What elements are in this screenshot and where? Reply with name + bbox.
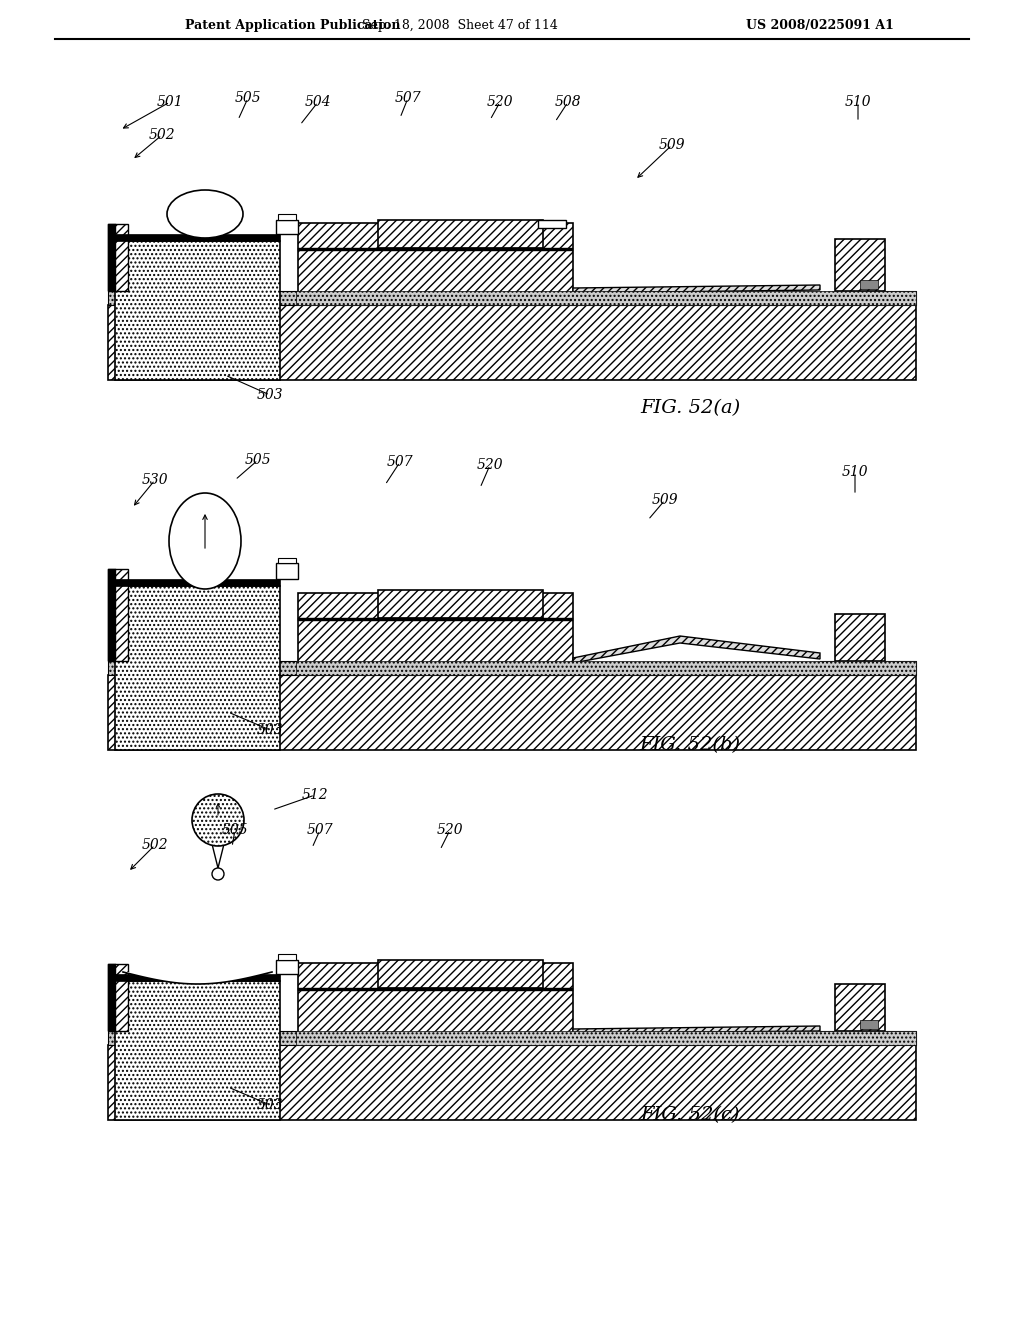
Text: 507: 507	[387, 455, 414, 469]
Text: 502: 502	[148, 128, 175, 143]
Circle shape	[212, 869, 224, 880]
Bar	[860, 1020, 878, 1030]
Ellipse shape	[169, 492, 241, 589]
Bar	[115, 242, 280, 380]
Bar	[108, 964, 116, 1031]
Bar	[298, 987, 573, 991]
Polygon shape	[123, 972, 272, 983]
Text: 507: 507	[394, 91, 421, 106]
Text: 520: 520	[477, 458, 504, 473]
Bar	[298, 223, 573, 293]
Bar	[108, 305, 916, 380]
Bar	[296, 1031, 916, 1045]
Text: 503: 503	[257, 723, 284, 737]
Text: 501: 501	[157, 95, 183, 110]
Polygon shape	[573, 636, 820, 663]
Text: FIG. 52(c): FIG. 52(c)	[640, 1106, 739, 1125]
Bar	[298, 248, 573, 251]
Text: 509: 509	[658, 139, 685, 152]
Text: 505: 505	[234, 91, 261, 106]
Text: 510: 510	[842, 465, 868, 479]
Text: Sep. 18, 2008  Sheet 47 of 114: Sep. 18, 2008 Sheet 47 of 114	[362, 18, 558, 32]
Text: 502: 502	[141, 838, 168, 851]
Bar	[835, 239, 885, 290]
Bar	[115, 586, 280, 750]
Text: US 2008/0225091 A1: US 2008/0225091 A1	[746, 18, 894, 32]
Bar	[298, 964, 573, 1034]
Bar	[108, 569, 128, 661]
Bar	[573, 277, 835, 293]
Bar	[296, 661, 916, 675]
Bar	[115, 974, 280, 981]
Bar	[298, 593, 573, 663]
Bar	[108, 569, 116, 661]
Bar	[276, 564, 298, 579]
Text: 512: 512	[302, 788, 329, 803]
Bar	[108, 290, 916, 305]
Bar	[860, 280, 878, 289]
Bar	[115, 234, 280, 242]
Polygon shape	[573, 285, 820, 293]
Bar	[296, 290, 916, 305]
Bar	[835, 983, 885, 1031]
Ellipse shape	[167, 190, 243, 238]
Bar	[276, 220, 298, 234]
Text: 504: 504	[305, 95, 332, 110]
Text: 520: 520	[486, 95, 513, 110]
Text: FIG. 52(a): FIG. 52(a)	[640, 399, 740, 417]
Text: Patent Application Publication: Patent Application Publication	[185, 18, 400, 32]
Ellipse shape	[193, 795, 244, 846]
Bar	[378, 590, 543, 618]
Text: 505: 505	[245, 453, 271, 467]
Text: FIG. 52(b): FIG. 52(b)	[639, 737, 740, 754]
Bar	[378, 220, 543, 248]
Text: 503: 503	[257, 1098, 284, 1111]
Bar	[278, 558, 296, 564]
Bar	[298, 618, 573, 620]
Bar	[538, 220, 566, 228]
Text: 507: 507	[306, 822, 334, 837]
Text: 520: 520	[436, 822, 463, 837]
Bar	[108, 224, 116, 290]
Text: 530: 530	[141, 473, 168, 487]
Bar	[573, 647, 820, 663]
Bar	[108, 1045, 916, 1119]
Bar	[108, 224, 128, 290]
Bar	[115, 579, 280, 586]
Bar	[276, 960, 298, 974]
Polygon shape	[573, 1026, 820, 1034]
Bar	[278, 214, 296, 220]
Bar	[835, 614, 885, 661]
Bar	[108, 1031, 916, 1045]
Bar	[115, 981, 280, 1119]
Text: 509: 509	[651, 492, 678, 507]
Bar	[108, 964, 128, 1031]
Text: 503: 503	[257, 388, 284, 403]
Text: 510: 510	[845, 95, 871, 110]
Text: 508: 508	[555, 95, 582, 110]
Bar	[278, 954, 296, 960]
Bar	[108, 675, 916, 750]
Bar	[378, 960, 543, 987]
Text: 505: 505	[221, 822, 248, 837]
Bar	[573, 1016, 820, 1034]
Bar	[108, 661, 916, 675]
